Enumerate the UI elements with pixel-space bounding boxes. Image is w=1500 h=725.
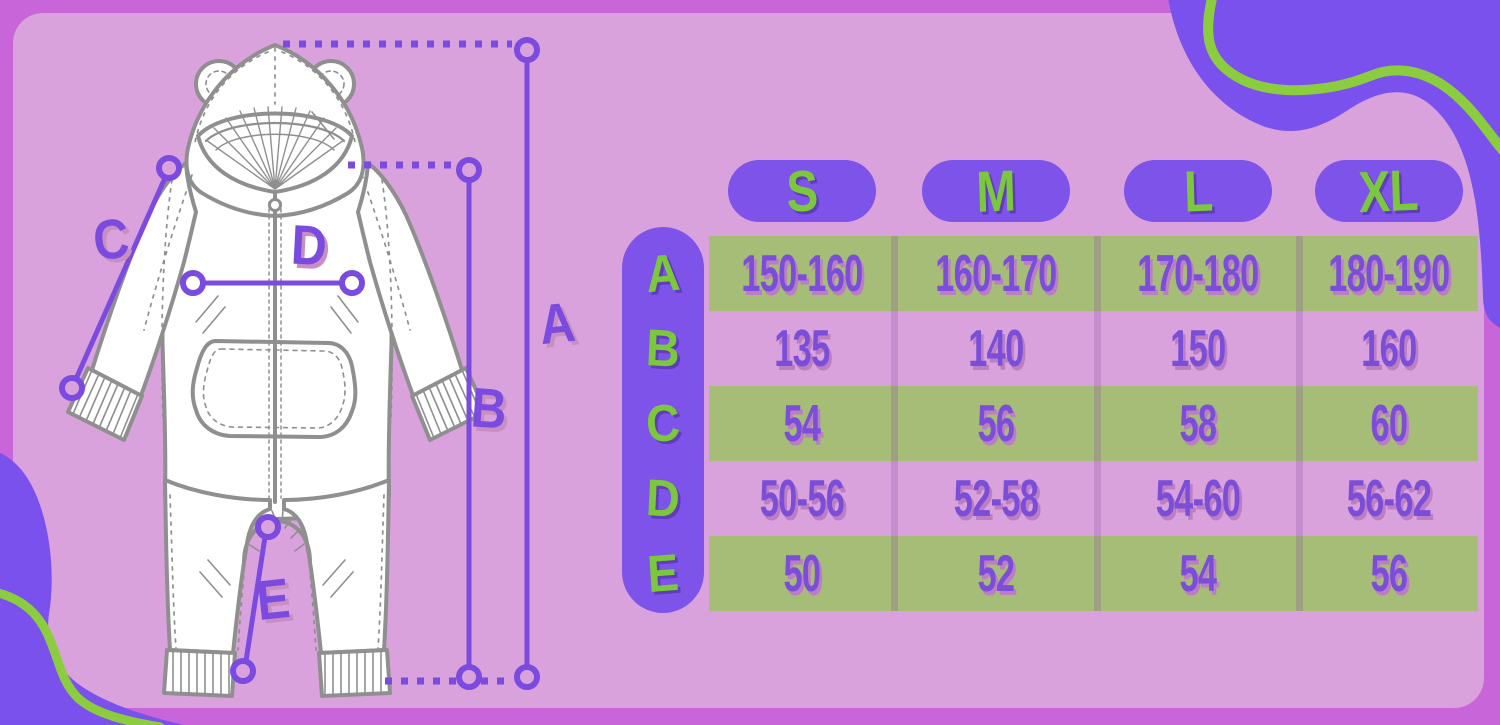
table-cell-b-l: 150: [1097, 311, 1299, 386]
row-label-d: D: [644, 468, 682, 529]
table-cell-a-l: 170-180: [1097, 236, 1299, 311]
size-column-header-l: L: [1124, 157, 1272, 225]
size-table: 150-160 160-170 170-180 180-190 135 140 150 160…: [709, 236, 1478, 611]
column-separator: [891, 236, 898, 611]
left-leg-cuff: [162, 648, 237, 698]
cell-value: 170-180: [1137, 244, 1259, 303]
table-cell-e-l: 54: [1097, 536, 1299, 611]
size-column-header-m: M: [921, 158, 1070, 224]
cell-value: 54: [783, 394, 821, 453]
zipper-pull-icon: [268, 198, 282, 212]
measure-label-a: A: [536, 289, 578, 357]
size-column-label: XL: [1358, 157, 1419, 225]
size-column-headers: S M L XL: [709, 157, 1478, 225]
table-cell-c-xl: 60: [1299, 386, 1478, 461]
row-label-a: A: [644, 243, 682, 304]
cell-value: 54: [1179, 544, 1218, 603]
cell-value: 56: [977, 394, 1015, 453]
cell-value: 135: [773, 319, 830, 378]
row-label-e: E: [645, 543, 681, 604]
size-column-label: M: [975, 157, 1016, 225]
measure-label-e: E: [253, 565, 293, 633]
size-column-header-xl: XL: [1314, 157, 1463, 225]
table-cell-c-s: 54: [709, 386, 894, 461]
row-label-c: C: [644, 393, 682, 454]
right-leg-cuff: [317, 648, 392, 698]
row-label-b: B: [644, 318, 682, 379]
size-column-label: S: [785, 157, 818, 225]
table-cell-e-s: 50: [709, 536, 894, 611]
table-cell-d-l: 54-60: [1097, 461, 1299, 536]
table-cell-e-xl: 56: [1299, 536, 1478, 611]
measurement-lines: [59, 37, 540, 690]
table-cell-c-l: 58: [1097, 386, 1299, 461]
cell-value: 140: [967, 319, 1024, 378]
measure-label-d: D: [289, 212, 329, 278]
table-cell-a-s: 150-160: [709, 236, 894, 311]
size-column-label: L: [1182, 157, 1214, 225]
cell-value: 180-190: [1327, 244, 1450, 303]
cell-value: 56: [1370, 544, 1408, 603]
cell-value: 160: [1360, 319, 1417, 378]
right-leg: [282, 478, 391, 655]
measure-e-line: [243, 536, 268, 662]
table-cell-d-m: 52-58: [894, 461, 1097, 536]
cell-value: 52-58: [953, 469, 1038, 528]
cell-value: 56-62: [1346, 469, 1431, 528]
table-cell-a-m: 160-170: [894, 236, 1097, 311]
right-arm: [356, 161, 464, 400]
table-cell-a-xl: 180-190: [1299, 236, 1478, 311]
cell-value: 54-60: [1155, 469, 1241, 528]
measure-c-line: [73, 176, 168, 381]
table-cell-d-xl: 56-62: [1299, 461, 1478, 536]
column-separator: [1094, 236, 1101, 611]
cell-value: 52: [977, 544, 1015, 603]
table-cell-c-m: 56: [894, 386, 1097, 461]
onesie-line-drawing: [59, 37, 540, 698]
table-cell-b-m: 140: [894, 311, 1097, 386]
cell-value: 50: [783, 544, 821, 603]
cell-value: 150: [1170, 319, 1226, 378]
measure-label-c: C: [90, 205, 132, 273]
size-column-header-s: S: [727, 157, 876, 225]
table-cell-b-s: 135: [709, 311, 894, 386]
cell-value: 160-170: [934, 244, 1057, 303]
table-cell-d-s: 50-56: [709, 461, 894, 536]
cell-value: 50-56: [759, 469, 844, 528]
cell-value: 150-160: [740, 244, 863, 303]
measure-label-b: B: [469, 375, 509, 441]
table-cell-b-xl: 160: [1299, 311, 1478, 386]
cell-value: 60: [1370, 394, 1408, 453]
column-separator: [1296, 236, 1303, 611]
table-cell-e-m: 52: [894, 536, 1097, 611]
left-leg: [163, 478, 272, 655]
cell-value: 58: [1179, 394, 1218, 453]
